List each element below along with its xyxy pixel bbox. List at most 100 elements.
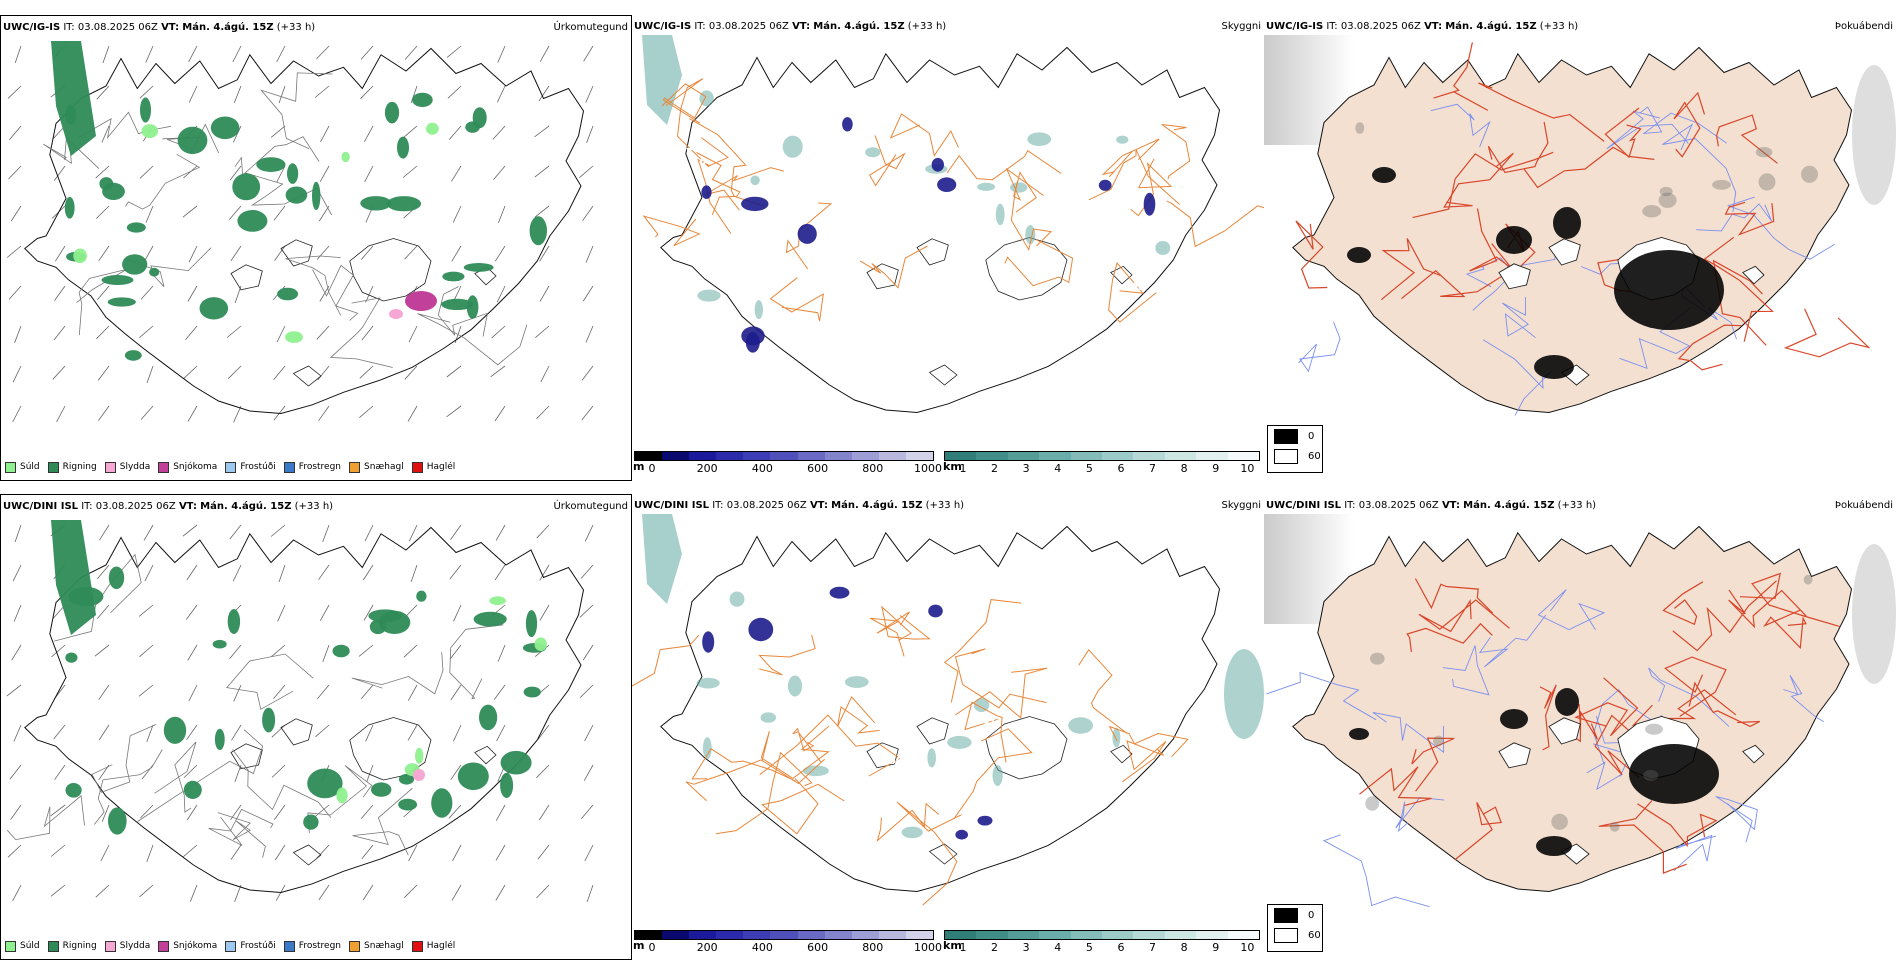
fog-index-area [1372, 167, 1396, 183]
wind-barb [230, 844, 242, 861]
wind-barb [233, 85, 242, 103]
legend-item: Frostúði [225, 461, 276, 473]
wind-barb [140, 285, 154, 300]
fog-index-area [1496, 226, 1532, 254]
legend-label: Snæhagl [364, 941, 404, 951]
wind-barb [318, 405, 330, 421]
wind-barb [451, 245, 462, 262]
wind-barb [52, 365, 66, 380]
road-line [226, 653, 314, 710]
wind-barb [402, 165, 418, 178]
wind-barb [232, 45, 242, 63]
wind-barb [493, 165, 506, 181]
glacier-outline [1742, 265, 1765, 285]
glacier-outline [1110, 744, 1133, 764]
legend-swatch [411, 461, 423, 473]
ceiling-value-label: 92 [1027, 322, 1041, 333]
wind-barb [97, 365, 110, 381]
wind-barb [274, 804, 286, 820]
fog-area [927, 748, 936, 768]
wind-barb [186, 564, 198, 581]
rain-area [124, 350, 142, 361]
rain-area [227, 609, 241, 634]
wind-barb [360, 85, 374, 100]
fog-index-area [1609, 822, 1620, 832]
wind-barb [360, 245, 374, 260]
wind-barb [138, 604, 154, 617]
fog-index-area [1536, 836, 1572, 856]
wind-barb [495, 884, 506, 901]
wind-barb [12, 564, 22, 582]
wind-barb [145, 45, 154, 63]
wind-barb [448, 804, 462, 819]
glacier-outline [349, 717, 432, 781]
fog-area [865, 147, 881, 158]
fog-index-area [1365, 796, 1380, 811]
wind-barb [408, 844, 418, 862]
colorbar-ramp [944, 930, 1260, 940]
wind-barb [230, 245, 242, 262]
wind-barb [274, 245, 286, 261]
panel-title: UWC/IG-IS IT: 03.08.2025 06Z VT: Mán. 4.… [3, 22, 316, 33]
precip-type-panel-top: UWC/IG-IS IT: 03.08.2025 06Z VT: Mán. 4.… [0, 15, 632, 481]
wind-barb [494, 245, 506, 262]
wind-barb [407, 724, 418, 741]
colorbar-tick: 2 [991, 941, 999, 954]
rain-area [232, 173, 261, 201]
rain-area [479, 704, 498, 731]
fog-area [696, 677, 720, 689]
glacier-outline [292, 365, 322, 387]
ceiling-value-label: 55 [720, 536, 734, 547]
road-line [1715, 114, 1778, 164]
rain-area [287, 163, 299, 184]
legend-label: Frostúði [240, 462, 276, 472]
colorbar-tick: 10 [1240, 941, 1255, 954]
wind-barb [270, 125, 286, 138]
road-line [760, 725, 830, 780]
wind-barb [187, 405, 198, 422]
low-ceiling-area [797, 223, 817, 244]
rain-area [277, 287, 299, 301]
road-line [761, 778, 845, 835]
cloud-legend-value: 0 [1308, 430, 1315, 442]
wind-barb [54, 285, 66, 301]
fog-area [1155, 241, 1171, 255]
wind-barb [9, 125, 22, 141]
ceiling-value-label: 50 [787, 904, 801, 915]
ceiling-value-label: 96 [1032, 302, 1046, 313]
low-ceiling-area [1143, 192, 1156, 216]
wind-barb [408, 325, 418, 343]
low-ceiling-area [931, 157, 944, 172]
wind-barb [13, 724, 22, 742]
wind-barb [364, 125, 374, 142]
colorbar-tick: 8 [1180, 462, 1188, 475]
road-line [769, 277, 824, 322]
fog-area [1112, 727, 1121, 748]
wind-barb [50, 844, 66, 857]
road-line [1487, 121, 1549, 174]
glacier-outline [1110, 265, 1133, 285]
panel-title: UWC/DINI ISL IT: 03.08.2025 06Z VT: Mán.… [634, 500, 965, 511]
fog-index-area [1349, 728, 1369, 740]
legend-swatch [283, 461, 295, 473]
wind-barb [50, 884, 66, 897]
fog-area [1010, 182, 1028, 193]
rain-area [369, 619, 387, 635]
road-line [661, 83, 707, 124]
rain-area [163, 716, 187, 744]
fog-area [977, 182, 996, 191]
fog-index-area [1643, 769, 1659, 781]
river-line [1430, 103, 1491, 148]
rain-area [65, 783, 82, 798]
rain-area [140, 97, 151, 123]
fog-index-area [1553, 207, 1581, 239]
wind-barb [410, 85, 418, 104]
wind-barb [319, 604, 330, 621]
road-line [260, 72, 333, 150]
cloud-legend-value: 0 [1308, 909, 1315, 921]
fog-area [973, 697, 990, 713]
wind-barb [54, 764, 66, 780]
wind-barb [407, 684, 418, 701]
rain-area [473, 611, 507, 627]
colorbar-tick: 1 [959, 462, 967, 475]
